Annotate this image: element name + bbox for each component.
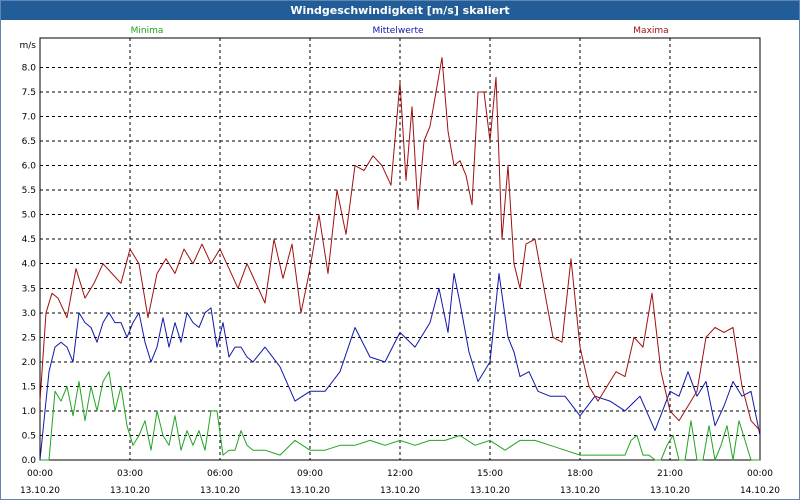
plot-area-border xyxy=(39,37,761,461)
y-tick-label: 4.0 xyxy=(22,260,37,270)
y-tick-label: 3.5 xyxy=(22,284,36,294)
y-tick-label: 7.5 xyxy=(22,88,36,98)
x-tick-time: 15:00 xyxy=(477,469,503,479)
x-tick-date: 13.10.20 xyxy=(20,486,60,496)
x-tick-date: 13.10.20 xyxy=(110,486,150,496)
x-tick-date: 13.10.20 xyxy=(470,486,510,496)
y-tick-label: 7.0 xyxy=(22,113,37,123)
x-tick-time: 21:00 xyxy=(657,469,683,479)
y-tick-label: 4.5 xyxy=(22,235,36,245)
legend-item-minima: Minima xyxy=(131,26,164,36)
x-tick-time: 06:00 xyxy=(207,469,233,479)
plot-frame xyxy=(39,37,761,461)
y-tick-label: 0.5 xyxy=(22,431,36,441)
y-tick-label: 3.0 xyxy=(22,309,37,319)
y-tick-label: 2.0 xyxy=(22,358,37,368)
x-tick-date: 13.10.20 xyxy=(380,486,420,496)
y-tick-label: 6.5 xyxy=(22,137,36,147)
y-unit-label: m/s xyxy=(20,41,37,51)
legend-item-mittelwerte: Mittelwerte xyxy=(372,26,423,36)
x-tick-time: 18:00 xyxy=(567,469,593,479)
series-line-mittelwerte xyxy=(39,273,761,461)
series-line-minima xyxy=(40,371,760,461)
y-tick-label: 1.5 xyxy=(22,382,36,392)
y-tick-label: 6.0 xyxy=(22,162,37,172)
y-tick-label: 2.5 xyxy=(22,333,36,343)
y-tick-label: 8.0 xyxy=(22,63,37,73)
x-tick-date: 13.10.20 xyxy=(650,486,690,496)
x-tick-time: 00:00 xyxy=(747,469,773,479)
x-tick-time: 09:00 xyxy=(297,469,323,479)
axis-labels: 0.0 0.5 1.0 1.5 2.0 2.5 3.0 3.5 4.0 4.5 5.0 5.5 6.0 6… xyxy=(20,41,781,496)
x-tick-time: 00:00 xyxy=(27,469,53,479)
x-tick-date: 13.10.20 xyxy=(560,486,600,496)
grid xyxy=(40,38,760,460)
series-lines xyxy=(39,57,761,461)
y-tick-label: 0.0 xyxy=(22,456,37,466)
y-tick-label: 5.5 xyxy=(22,186,36,196)
x-tick-time: 12:00 xyxy=(387,469,413,479)
x-tick-date: 13.10.20 xyxy=(200,486,240,496)
x-tick-date: 14.10.20 xyxy=(740,486,780,496)
y-tick-label: 5.0 xyxy=(22,211,37,221)
y-tick-label: 1.0 xyxy=(22,407,37,417)
chart-title: Windgeschwindigkeit [m/s] skaliert xyxy=(1,1,799,20)
legend-item-maxima: Maxima xyxy=(633,26,668,36)
x-tick-time: 03:00 xyxy=(117,469,143,479)
x-tick-date: 13.10.20 xyxy=(290,486,330,496)
legend: Minima Mittelwerte Maxima xyxy=(131,26,669,36)
series-line-maxima xyxy=(39,57,761,431)
